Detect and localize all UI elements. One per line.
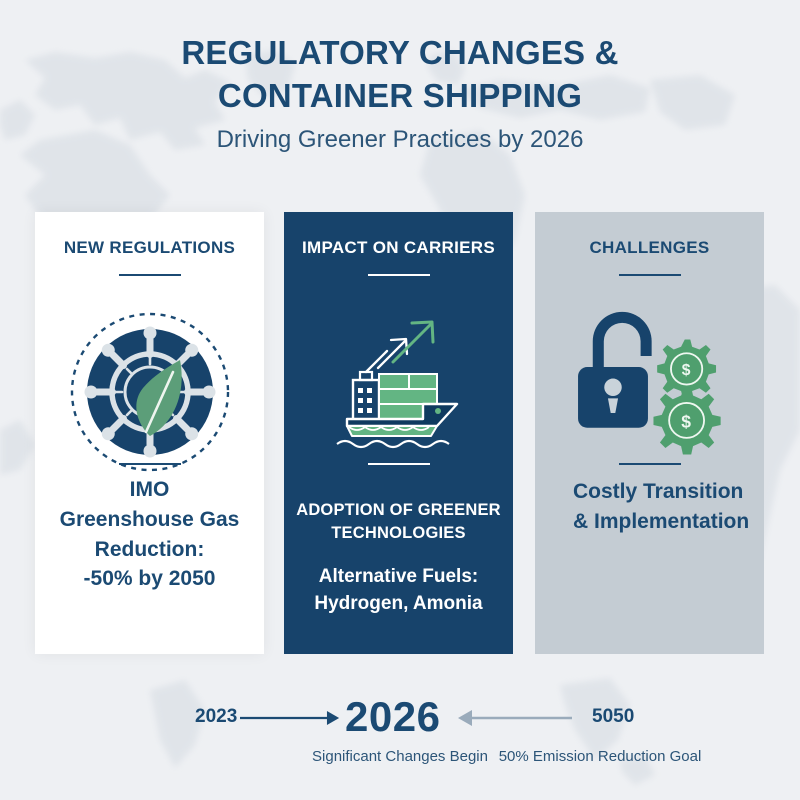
svg-text:$: $ [682,362,691,379]
svg-text:$: $ [681,411,691,431]
